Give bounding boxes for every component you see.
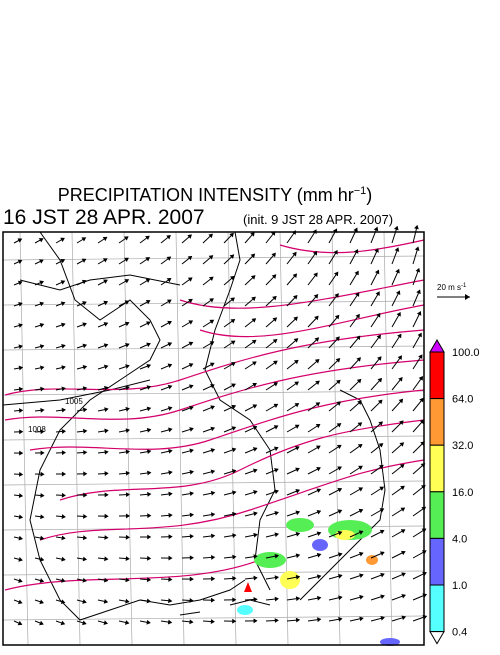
wind-scale-superscript: -1 [461, 283, 467, 289]
colorbar-label: 64.0 [452, 394, 473, 406]
title-suffix: ) [366, 185, 372, 205]
colorbar-bin [430, 445, 444, 492]
colorbar-cap [430, 632, 444, 644]
colorbar-label: 1.0 [452, 580, 467, 592]
colorbar-label: 0.4 [452, 627, 467, 639]
wind-scale-label: 20 m s-1 [437, 283, 467, 292]
colorbar-bin [430, 352, 444, 399]
colorbar-label: 16.0 [452, 487, 473, 499]
init-time: (init. 9 JST 28 APR. 2007) [243, 212, 393, 227]
title-superscript: −1 [354, 185, 367, 197]
wind-arrowhead [415, 226, 418, 229]
colorbar-bin [430, 585, 444, 632]
precip-area [280, 571, 300, 589]
precip-area [254, 552, 286, 568]
precip-area [335, 530, 355, 540]
isobar-label: 1005 [65, 397, 83, 406]
colorbar-cap [430, 340, 444, 352]
colorbar-bin [430, 492, 444, 539]
colorbar-label: 100.0 [452, 347, 480, 359]
precip-area [366, 555, 378, 565]
title: PRECIPITATION INTENSITY (mm hr−1) [58, 185, 373, 205]
wind-arrowhead [395, 227, 398, 230]
precip-area [237, 605, 253, 615]
colorbar-label: 4.0 [452, 533, 467, 545]
wind-arrowhead [375, 228, 378, 231]
isobar-label: 1008 [28, 425, 46, 434]
wind-scale-text: 20 m s [437, 283, 461, 292]
wind-scale: 20 m s-1 [437, 283, 470, 300]
wind-arrowhead [354, 228, 357, 231]
title-text: PRECIPITATION INTENSITY (mm hr [58, 185, 354, 205]
colorbar: 100.0 64.0 32.0 16.0 4.0 1.0 0.4 [430, 340, 480, 644]
valid-time: 16 JST 28 APR. 2007 [3, 206, 205, 229]
wind-scale-arrowhead [465, 294, 470, 300]
precip-area [312, 539, 328, 551]
map: 1005 1008 [3, 226, 426, 646]
colorbar-label: 32.0 [452, 440, 473, 452]
colorbar-bin [430, 399, 444, 446]
colorbar-bin [430, 538, 444, 585]
precip-area [286, 518, 314, 532]
